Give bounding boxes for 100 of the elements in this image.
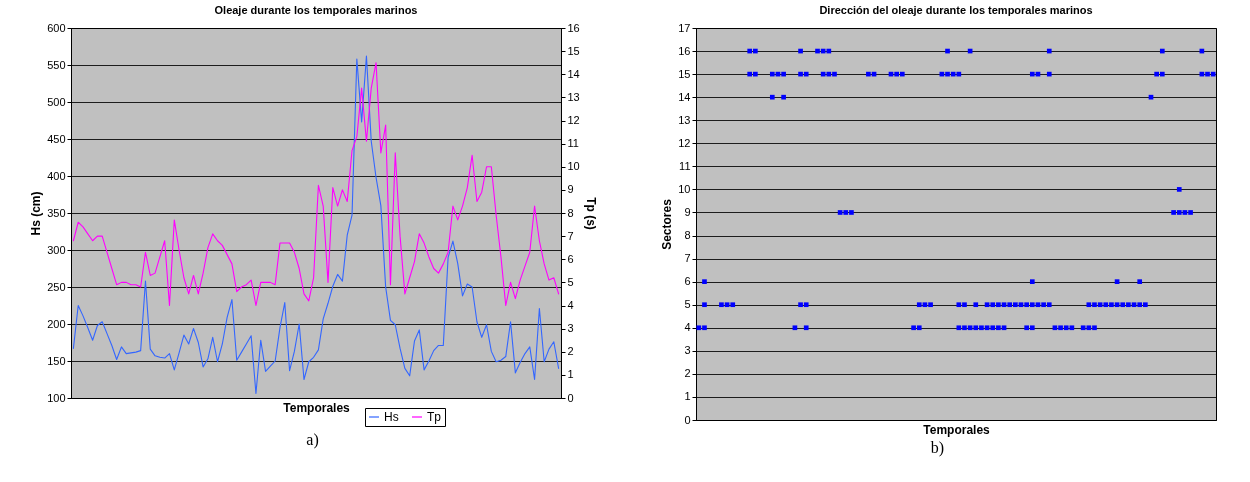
y-tick-label: 250: [46, 280, 65, 293]
y-tick-label: 600: [46, 21, 65, 34]
point: [1136, 279, 1142, 284]
y-tick-label: 4: [683, 321, 690, 334]
point: [1018, 302, 1023, 308]
y-tick-label: 10: [677, 182, 690, 195]
point: [1142, 302, 1148, 308]
point: [792, 325, 797, 331]
point: [1131, 302, 1136, 308]
y-tick-label: 8: [683, 229, 690, 242]
y2-tick-label: 11: [567, 137, 579, 150]
y-tick-label: 17: [677, 21, 690, 34]
y-tick-label: 15: [677, 67, 690, 80]
y2-tick-label: 3: [567, 322, 574, 335]
point: [995, 302, 1001, 308]
y-tick-label: 6: [683, 275, 690, 288]
point: [1035, 302, 1040, 308]
point: [825, 71, 831, 77]
point: [769, 71, 775, 77]
point: [797, 71, 803, 77]
x-axis-title: Temporales: [282, 400, 350, 415]
y-tick-label: 1: [683, 390, 690, 403]
point: [984, 302, 989, 308]
point: [1108, 302, 1114, 308]
y-tick-label: 11: [678, 159, 690, 172]
y2-tick-label: 0: [567, 391, 574, 404]
point: [701, 279, 707, 284]
point: [922, 302, 927, 308]
point: [825, 48, 831, 54]
point: [1125, 302, 1131, 308]
point: [1080, 325, 1086, 331]
point: [769, 94, 775, 100]
y-tick-label: 7: [683, 252, 690, 265]
point: [746, 48, 752, 54]
point: [1159, 71, 1165, 77]
y2-tick-label: 5: [567, 275, 574, 288]
point: [1069, 325, 1074, 331]
point: [1023, 325, 1029, 331]
point: [961, 302, 967, 308]
point: [1176, 187, 1182, 192]
y-tick-label: 14: [677, 90, 690, 103]
x-axis-title: Temporales: [922, 422, 990, 437]
point: [780, 71, 786, 77]
point: [972, 325, 978, 331]
point: [1182, 210, 1187, 215]
point: [752, 71, 758, 77]
y2-tick-label: 7: [567, 229, 574, 242]
point: [944, 48, 950, 54]
point: [837, 210, 842, 215]
point: [1085, 302, 1091, 308]
y2-tick-label: 6: [567, 252, 574, 265]
point: [848, 210, 854, 215]
point: [984, 325, 989, 331]
point: [1029, 279, 1035, 284]
y2-tick-label: 13: [567, 90, 580, 103]
point: [1085, 325, 1091, 331]
point: [955, 302, 961, 308]
point: [989, 302, 995, 308]
point: [1159, 48, 1165, 54]
y-tick-label: 200: [46, 317, 65, 330]
chart-title: Oleaje durante los temporales marinos: [214, 4, 417, 16]
point: [820, 71, 826, 77]
point: [972, 302, 978, 308]
text: b): [930, 439, 945, 457]
point: [729, 302, 735, 308]
point: [1001, 302, 1006, 308]
point: [695, 325, 701, 331]
point: [978, 325, 984, 331]
point: [1097, 302, 1102, 308]
y-tick-label: 550: [46, 58, 65, 71]
point: [967, 325, 972, 331]
y-tick-label: 450: [46, 132, 65, 145]
point: [797, 48, 803, 54]
point: [910, 325, 916, 331]
point: [1091, 302, 1097, 308]
point: [1029, 325, 1035, 331]
point: [1006, 302, 1012, 308]
point: [1119, 302, 1125, 308]
chart-title: Dirección del oleaje durante los temporales marinos: [818, 4, 1093, 16]
point: [916, 302, 922, 308]
point: [893, 71, 899, 77]
y2-tick-label: 8: [567, 206, 574, 219]
point: [780, 94, 786, 100]
point: [1052, 325, 1057, 331]
point: [1012, 302, 1018, 308]
point: [995, 325, 1001, 331]
text: a): [306, 431, 319, 449]
point: [1102, 302, 1108, 308]
point: [1114, 279, 1119, 284]
point: [961, 325, 967, 331]
y-tick-label: 5: [683, 298, 690, 311]
y2-tick-label: 14: [567, 67, 580, 80]
point: [797, 302, 803, 308]
y2-axis-title: Tp (s): [583, 197, 598, 230]
legend-label: Hs: [383, 410, 399, 424]
point: [1176, 210, 1182, 215]
y2-tick-label: 4: [567, 299, 574, 311]
y-tick-label: 150: [46, 354, 65, 367]
y-tick-label: 0: [683, 413, 690, 426]
point: [1029, 302, 1035, 308]
